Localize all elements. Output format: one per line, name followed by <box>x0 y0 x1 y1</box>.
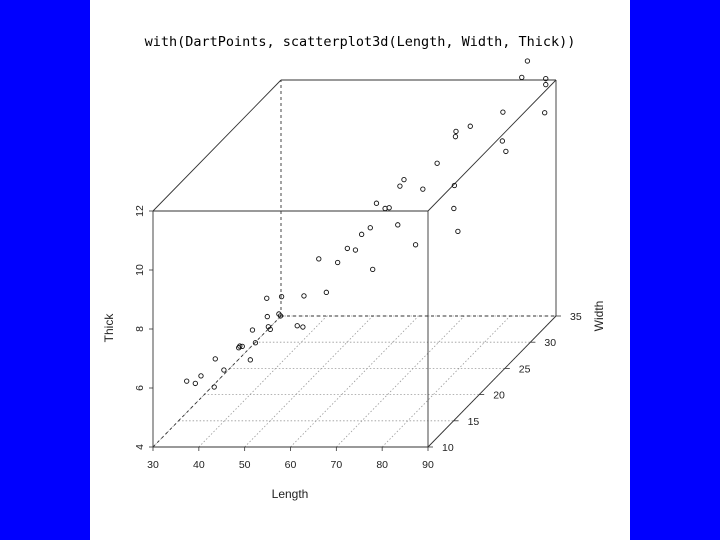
data-point <box>451 205 457 212</box>
y-tick-label: 35 <box>570 311 582 323</box>
data-point <box>276 311 282 317</box>
y-tick-label: 20 <box>493 390 505 402</box>
x-tick-label: 70 <box>330 459 342 471</box>
axis-ticks: 30 40 50 60 70 80 90 10 15 20 25 30 35 4 6 8 10 12 <box>134 205 582 471</box>
data-point <box>420 186 426 192</box>
data-point <box>373 200 380 206</box>
y-tick-label: 25 <box>519 363 531 375</box>
data-point <box>395 222 401 228</box>
z-tick-label: 8 <box>134 326 146 332</box>
data-point <box>455 228 461 235</box>
data-point <box>344 245 351 252</box>
data-point <box>212 356 218 362</box>
data-point <box>397 183 403 189</box>
plot-box <box>152 79 557 448</box>
data-point <box>267 326 273 332</box>
data-point <box>452 134 459 140</box>
data-point <box>453 128 459 135</box>
data-point <box>294 323 300 329</box>
y-tick-label: 15 <box>468 416 480 428</box>
data-point <box>500 109 506 115</box>
y-tick-label: 10 <box>442 442 454 454</box>
x-tick-label: 60 <box>285 459 297 471</box>
data-point <box>467 123 473 129</box>
r-command-title: with(DartPoints, scatterplot3d(Length, W… <box>144 34 576 50</box>
data-point <box>323 289 329 295</box>
data-point <box>192 380 198 387</box>
data-point <box>301 293 307 299</box>
data-point <box>184 378 190 384</box>
data-point <box>352 247 359 253</box>
data-point <box>249 327 256 333</box>
data-point <box>239 343 245 350</box>
data-points <box>184 58 549 390</box>
x-tick-label: 30 <box>147 459 159 471</box>
floor-grid-line-x <box>198 315 328 448</box>
floor-grid-line-x <box>290 315 419 448</box>
z-tick-label: 12 <box>134 205 146 217</box>
y-tick-label: 30 <box>544 337 556 349</box>
x-tick-label: 50 <box>239 459 251 471</box>
z-tick-label: 6 <box>134 385 146 391</box>
data-point <box>503 148 509 155</box>
data-point <box>451 182 458 189</box>
data-point <box>358 231 365 237</box>
scatterplot3d-chart: 30 40 50 60 70 80 90 10 15 20 25 30 35 4 6 8 10 12 Length… <box>102 58 606 501</box>
data-point <box>198 373 204 379</box>
x-tick-label: 90 <box>422 459 434 471</box>
floor-grid-line-x <box>381 315 511 448</box>
data-point <box>264 313 270 320</box>
box-edge <box>152 79 282 212</box>
data-point <box>519 74 525 81</box>
slide: with(DartPoints, scatterplot3d(Length, W… <box>90 0 630 540</box>
data-point <box>247 357 253 363</box>
data-point <box>543 76 549 82</box>
x-tick-label: 80 <box>376 459 388 471</box>
data-point <box>211 384 217 390</box>
data-point <box>543 81 549 88</box>
data-point <box>499 138 506 144</box>
floor-grid-line-x <box>336 315 465 448</box>
box-edge <box>427 315 557 448</box>
data-point <box>401 176 407 183</box>
x-axis-label: Length <box>272 487 309 501</box>
z-tick-label: 10 <box>134 264 146 276</box>
data-point <box>252 340 259 346</box>
data-point <box>386 205 392 211</box>
data-point <box>542 110 548 116</box>
x-tick-label: 40 <box>193 459 205 471</box>
data-point <box>264 295 270 301</box>
data-point <box>434 160 440 166</box>
box-edge <box>427 79 557 212</box>
z-axis-label: Thick <box>102 313 116 343</box>
data-point <box>300 324 306 330</box>
data-point <box>278 293 285 300</box>
data-point <box>412 242 419 248</box>
y-axis-label: Width <box>592 301 606 332</box>
data-point <box>316 256 322 262</box>
floor-grid-line-x <box>244 315 373 448</box>
data-point <box>370 266 376 273</box>
data-point <box>221 367 227 373</box>
z-tick-label: 4 <box>134 444 146 450</box>
data-point <box>335 259 341 266</box>
data-point <box>367 225 373 231</box>
floor-grid <box>152 315 557 448</box>
box-edge-hidden <box>152 315 282 448</box>
data-point <box>524 58 531 64</box>
